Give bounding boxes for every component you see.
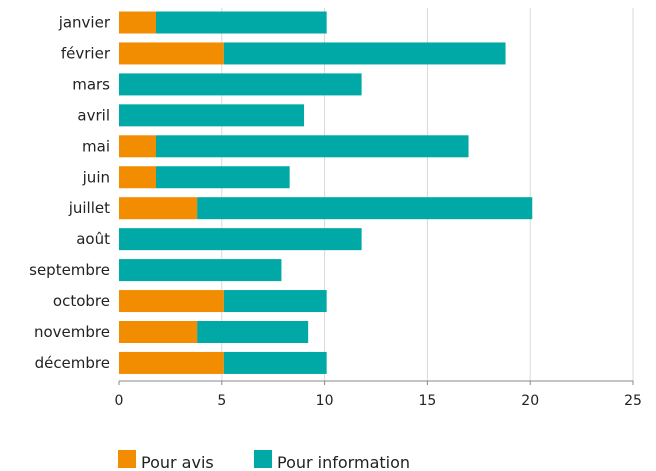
category-label: février	[61, 44, 111, 62]
category-label: juin	[82, 168, 110, 186]
category-label: octobre	[53, 292, 110, 310]
category-label: mars	[72, 75, 110, 93]
bar-pour-information	[156, 166, 290, 189]
category-labels: janvier février mars avril mai juin juillet aoû…	[29, 14, 111, 372]
legend-swatch-pour-avis	[118, 450, 136, 468]
bar-pour-information	[223, 290, 327, 313]
category-label: septembre	[29, 261, 110, 279]
x-tick-label: 20	[521, 393, 539, 409]
bar-pour-information	[223, 351, 327, 374]
x-tick-label: 25	[624, 393, 642, 409]
bar-pour-avis	[119, 197, 198, 220]
bar-pour-information	[197, 197, 533, 220]
x-tick-label: 0	[115, 393, 124, 409]
gridlines	[221, 8, 634, 381]
legend: Pour avis Pour information	[118, 450, 410, 471]
bar-pour-information	[197, 321, 309, 343]
category-label: novembre	[34, 323, 110, 341]
bar-pour-information	[119, 228, 362, 251]
bar-pour-avis	[119, 166, 157, 189]
legend-swatch-pour-information	[254, 450, 272, 468]
x-tick-labels: 0 5 10 15 20 25	[115, 381, 642, 409]
legend-label-pour-avis: Pour avis	[141, 453, 214, 471]
category-label: décembre	[35, 354, 110, 372]
bar-pour-avis	[119, 11, 157, 34]
bar-pour-information	[223, 42, 506, 65]
category-label: avril	[77, 106, 110, 124]
x-tick-label: 10	[316, 393, 334, 409]
bar-pour-avis	[119, 290, 224, 313]
category-label: mai	[82, 137, 110, 155]
bar-pour-information	[156, 135, 469, 158]
bar-pour-information	[119, 73, 362, 96]
x-tick-label: 5	[217, 393, 226, 409]
category-label: août	[76, 230, 110, 248]
category-label: janvier	[58, 14, 111, 32]
bar-pour-avis	[119, 351, 224, 374]
bar-pour-avis	[119, 135, 157, 158]
bar-pour-avis	[119, 321, 198, 343]
bar-pour-avis	[119, 42, 224, 65]
bar-pour-information	[119, 104, 305, 127]
bar-pour-information	[156, 11, 327, 34]
bars	[119, 11, 533, 374]
legend-label-pour-information: Pour information	[277, 453, 410, 471]
x-tick-label: 15	[418, 393, 436, 409]
bar-pour-information	[119, 259, 282, 282]
category-label: juillet	[68, 199, 110, 217]
